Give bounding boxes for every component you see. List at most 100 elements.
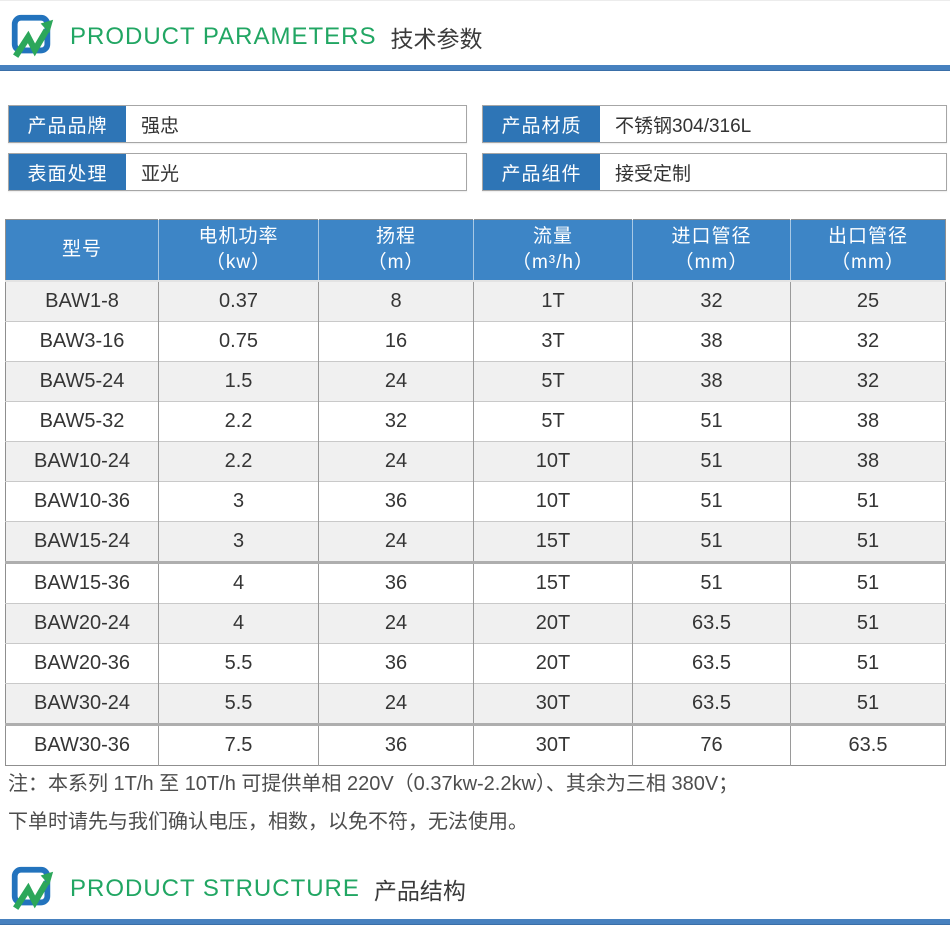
spec-cell: BAW3-16 xyxy=(5,321,159,362)
spec-cell: 36 xyxy=(318,643,474,684)
table-row: BAW3-16 0.75 16 3T 38 32 xyxy=(5,321,946,362)
table-row: BAW10-36 3 36 10T 51 51 xyxy=(5,481,946,522)
table-row: BAW10-24 2.2 24 10T 51 38 xyxy=(5,441,946,482)
spec-cell: BAW10-36 xyxy=(5,481,159,522)
column-header: 流量 （m³/h） xyxy=(473,219,633,282)
spec-cell: 2.2 xyxy=(158,401,319,442)
spec-table-head: 型号 电机功率 （kw） 扬程 （m） 流量 （m³/h） 进口管径 （mm） 出口管径 （mm） xyxy=(5,219,946,282)
column-header: 出口管径 （mm） xyxy=(790,219,946,282)
table-row: BAW5-32 2.2 32 5T 51 38 xyxy=(5,401,946,442)
table-row: BAW15-36 4 36 15T 51 51 xyxy=(5,561,946,604)
spec-cell: 63.5 xyxy=(632,683,791,725)
spec-cell: 1T xyxy=(473,280,633,322)
field-label: 产品组件 xyxy=(483,154,600,190)
spec-cell: 51 xyxy=(632,441,791,482)
section-header-structure: PRODUCT STRUCTURE 产品结构 xyxy=(8,863,466,915)
table-row: BAW1-8 0.37 8 1T 32 25 xyxy=(5,280,946,322)
spec-cell: 5.5 xyxy=(158,683,319,725)
spec-cell: 5T xyxy=(473,401,633,442)
column-header: 型号 xyxy=(5,219,159,282)
spec-cell: 20T xyxy=(473,643,633,684)
spec-cell: 30T xyxy=(473,723,633,766)
field-value: 强忠 xyxy=(141,115,180,137)
field-product-components: 产品组件 接受定制 xyxy=(482,153,947,191)
spec-cell: 24 xyxy=(318,521,474,563)
field-label: 产品材质 xyxy=(483,106,600,142)
field-value: 接受定制 xyxy=(615,163,692,185)
spec-cell: 24 xyxy=(318,361,474,402)
spec-cell: 51 xyxy=(632,561,791,604)
table-row: BAW30-24 5.5 24 30T 63.5 51 xyxy=(5,683,946,725)
spec-cell: 3T xyxy=(473,321,633,362)
spec-cell: 0.75 xyxy=(158,321,319,362)
spec-cell: 4 xyxy=(158,603,319,644)
spec-cell: 0.37 xyxy=(158,280,319,322)
spec-cell: 3 xyxy=(158,481,319,522)
spec-cell: BAW15-36 xyxy=(5,561,159,604)
spec-cell: 32 xyxy=(632,280,791,322)
spec-cell: 24 xyxy=(318,603,474,644)
spec-cell: 51 xyxy=(632,521,791,563)
spec-cell: 51 xyxy=(790,561,946,604)
spec-cell: BAW20-24 xyxy=(5,603,159,644)
field-label: 表面处理 xyxy=(9,154,126,190)
spec-cell: 7.5 xyxy=(158,723,319,766)
spec-cell: 51 xyxy=(790,481,946,522)
spec-cell: 5T xyxy=(473,361,633,402)
spec-cell: BAW10-24 xyxy=(5,441,159,482)
spec-cell: 4 xyxy=(158,561,319,604)
spec-cell: 63.5 xyxy=(790,723,946,766)
spec-cell: 51 xyxy=(632,401,791,442)
spec-cell: 38 xyxy=(632,321,791,362)
spec-cell: 16 xyxy=(318,321,474,362)
note-line-1: 注：本系列 1T/h 至 10T/h 可提供单相 220V（0.37kw-2.2… xyxy=(8,773,739,795)
spec-cell: 32 xyxy=(790,361,946,402)
spec-cell: 36 xyxy=(318,723,474,766)
brand-logo-icon xyxy=(11,866,54,910)
section-title-zh: 产品结构 xyxy=(373,878,466,904)
spec-cell: 10T xyxy=(473,481,633,522)
spec-cell: 51 xyxy=(790,643,946,684)
section-header-parameters: PRODUCT PARAMETERS 技术参数 xyxy=(8,11,482,63)
spec-cell: 51 xyxy=(632,481,791,522)
spec-cell: 32 xyxy=(790,321,946,362)
section-title-zh: 技术参数 xyxy=(390,26,483,52)
spec-cell: BAW30-24 xyxy=(5,683,159,725)
spec-cell: 76 xyxy=(632,723,791,766)
spec-cell: 24 xyxy=(318,441,474,482)
table-row: BAW30-36 7.5 36 30T 76 63.5 xyxy=(5,723,946,766)
table-row: BAW5-24 1.5 24 5T 38 32 xyxy=(5,361,946,402)
table-row: BAW20-36 5.5 36 20T 63.5 51 xyxy=(5,643,946,684)
spec-cell: 8 xyxy=(318,280,474,322)
spec-cell: 38 xyxy=(790,401,946,442)
field-surface-finish: 表面处理 亚光 xyxy=(8,153,467,191)
spec-cell: 36 xyxy=(318,481,474,522)
spec-cell: 1.5 xyxy=(158,361,319,402)
field-product-material: 产品材质 不锈钢304/316L xyxy=(482,105,947,143)
table-row: BAW15-24 3 24 15T 51 51 xyxy=(5,521,946,563)
spec-cell: 20T xyxy=(473,603,633,644)
section-divider xyxy=(0,65,950,71)
spec-cell: 51 xyxy=(790,603,946,644)
spec-cell: BAW1-8 xyxy=(5,280,159,322)
note-line-2: 下单时请先与我们确认电压，相数，以免不符，无法使用。 xyxy=(8,811,528,833)
spec-cell: 32 xyxy=(318,401,474,442)
spec-cell: 15T xyxy=(473,561,633,604)
brand-logo-icon xyxy=(11,14,54,58)
spec-cell: 38 xyxy=(790,441,946,482)
spec-cell: BAW5-24 xyxy=(5,361,159,402)
spec-cell: 36 xyxy=(318,561,474,604)
spec-cell: 2.2 xyxy=(158,441,319,482)
section-divider xyxy=(0,919,950,925)
spec-cell: 25 xyxy=(790,280,946,322)
field-value: 亚光 xyxy=(141,163,180,185)
spec-cell: 5.5 xyxy=(158,643,319,684)
section-title-en: PRODUCT STRUCTURE xyxy=(70,875,360,902)
spec-cell: 15T xyxy=(473,521,633,563)
spec-cell: 51 xyxy=(790,683,946,725)
spec-cell: 3 xyxy=(158,521,319,563)
column-header: 电机功率 （kw） xyxy=(158,219,319,282)
spec-cell: BAW5-32 xyxy=(5,401,159,442)
note: 注：本系列 1T/h 至 10T/h 可提供单相 220V（0.37kw-2.2… xyxy=(8,765,738,841)
